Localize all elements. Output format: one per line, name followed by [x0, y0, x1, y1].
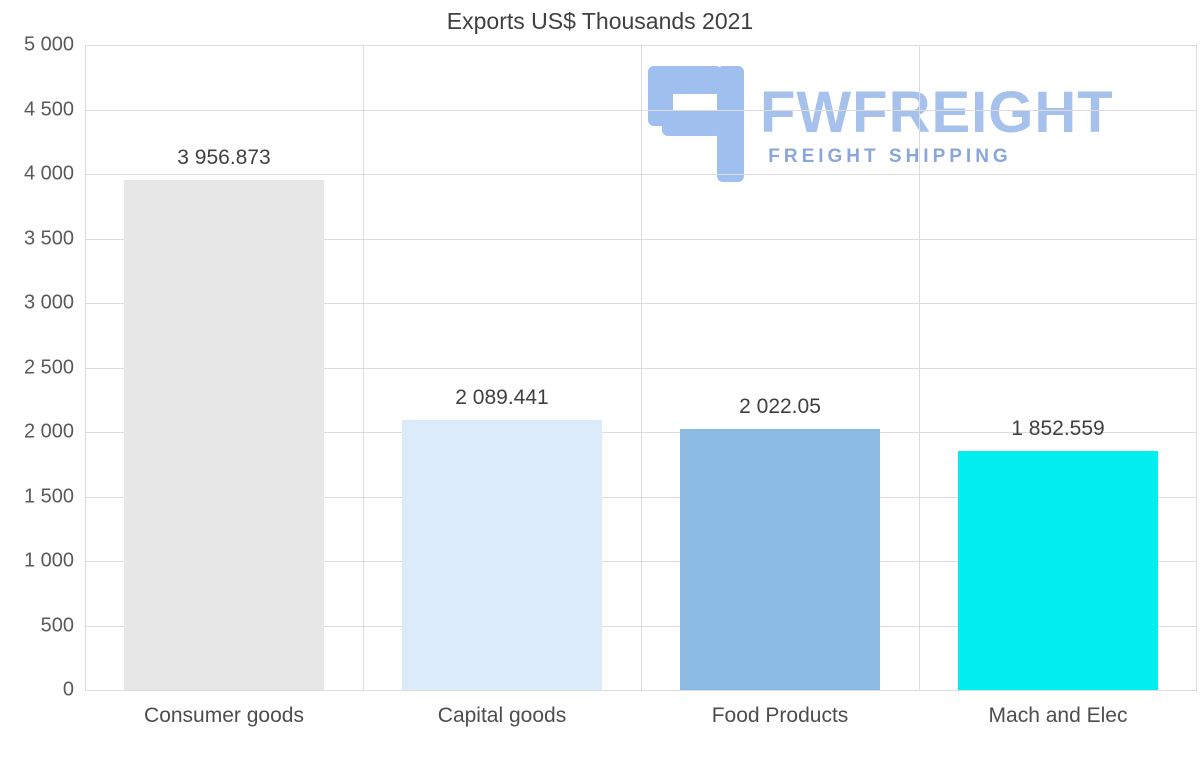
y-tick-label: 4 000 — [23, 162, 74, 185]
y-tick-label: 0 — [62, 678, 74, 701]
plot-area: 3 956.873 2 089.441 2 022.05 1 852.559 — [85, 45, 1197, 691]
y-tick-label: 3 000 — [23, 291, 74, 314]
y-tick-label: 3 500 — [23, 227, 74, 249]
v-gridline — [363, 45, 364, 690]
x-tick-label: Capital goods — [437, 704, 567, 727]
x-tick-label: Food Products — [711, 704, 849, 727]
x-tick-label: Consumer goods — [144, 704, 304, 727]
y-tick-label: 5 000 — [23, 33, 74, 56]
bar-cell: 2 089.441 — [363, 45, 641, 690]
bar-cell: 3 956.873 — [85, 45, 363, 690]
bar-cell: 1 852.559 — [919, 45, 1197, 690]
bar — [958, 451, 1158, 690]
y-tick-label: 2 500 — [23, 356, 74, 378]
v-gridline — [641, 45, 642, 690]
x-tick-label: Mach and Elec — [988, 704, 1128, 727]
bar — [402, 420, 602, 690]
v-gridline — [85, 45, 86, 690]
x-axis: Consumer goods Capital goods Food Products… — [85, 704, 1197, 728]
y-tick-label: 1 000 — [23, 549, 74, 572]
bar-cell: 2 022.05 — [641, 45, 919, 690]
chart-title: Exports US$ Thousands 2021 — [446, 8, 754, 34]
bar — [680, 429, 880, 690]
bar-value-label: 2 089.441 — [455, 386, 549, 410]
y-tick-label: 2 000 — [23, 420, 74, 443]
bar-value-label: 3 956.873 — [177, 145, 271, 169]
y-tick-label: 500 — [40, 614, 74, 636]
bar — [124, 179, 324, 690]
bar-value-label: 2 022.05 — [739, 395, 821, 419]
y-tick-label: 4 500 — [23, 98, 74, 120]
y-tick-label: 1 500 — [23, 485, 74, 507]
y-axis: 5 000 4 500 4 000 3 500 3 000 2 500 2 000 1 500… — [0, 34, 74, 701]
bar-value-label: 1 852.559 — [1011, 417, 1105, 441]
v-gridline — [1196, 45, 1197, 690]
v-gridline — [919, 45, 920, 690]
h-gridline — [85, 690, 1197, 691]
